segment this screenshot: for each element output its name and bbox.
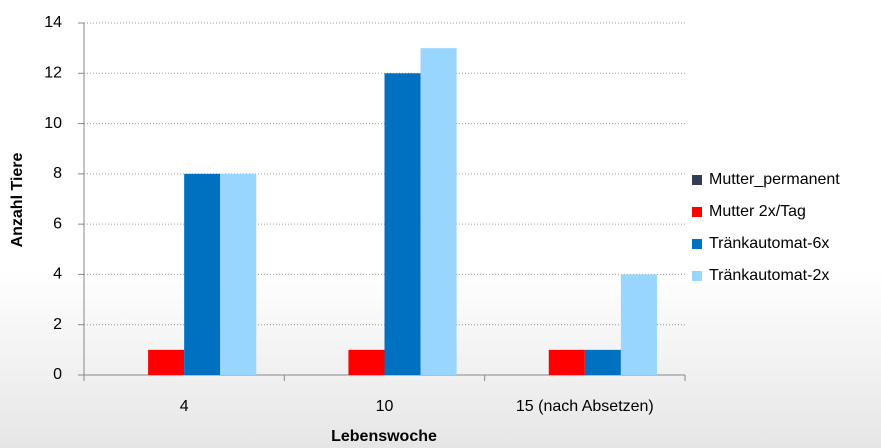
y-axis-label: Anzahl Tiere (9, 152, 26, 247)
legend-swatch (692, 239, 702, 249)
bar (384, 73, 421, 376)
bar (148, 349, 185, 375)
bar (348, 349, 385, 375)
bar (184, 173, 221, 375)
bar (584, 349, 621, 375)
y-tick-label: 10 (44, 115, 62, 132)
bar (420, 48, 457, 376)
y-tick-label: 0 (53, 366, 62, 383)
legend-swatch (692, 207, 702, 217)
legend-label: Mutter 2x/Tag (709, 203, 806, 220)
y-tick-label: 4 (53, 266, 62, 283)
bar (548, 349, 585, 375)
bar (220, 173, 257, 375)
legend-label: Tränkautomat-6x (709, 235, 829, 252)
legend-swatch (692, 271, 702, 281)
x-tick-label: 10 (376, 398, 394, 415)
y-tick-label: 8 (53, 165, 62, 182)
y-tick-label: 6 (53, 215, 62, 232)
legend-label: Tränkautomat-2x (709, 267, 829, 284)
x-tick-label: 4 (180, 398, 189, 415)
bar (620, 274, 657, 375)
legend-label: Mutter_permanent (709, 171, 840, 188)
x-tick-label: 15 (nach Absetzen) (516, 398, 654, 415)
legend-swatch (692, 175, 702, 185)
y-tick-label: 2 (53, 316, 62, 333)
x-axis-label: Lebenswoche (331, 428, 437, 445)
y-tick-label: 14 (44, 14, 62, 31)
y-tick-label: 12 (44, 65, 62, 82)
